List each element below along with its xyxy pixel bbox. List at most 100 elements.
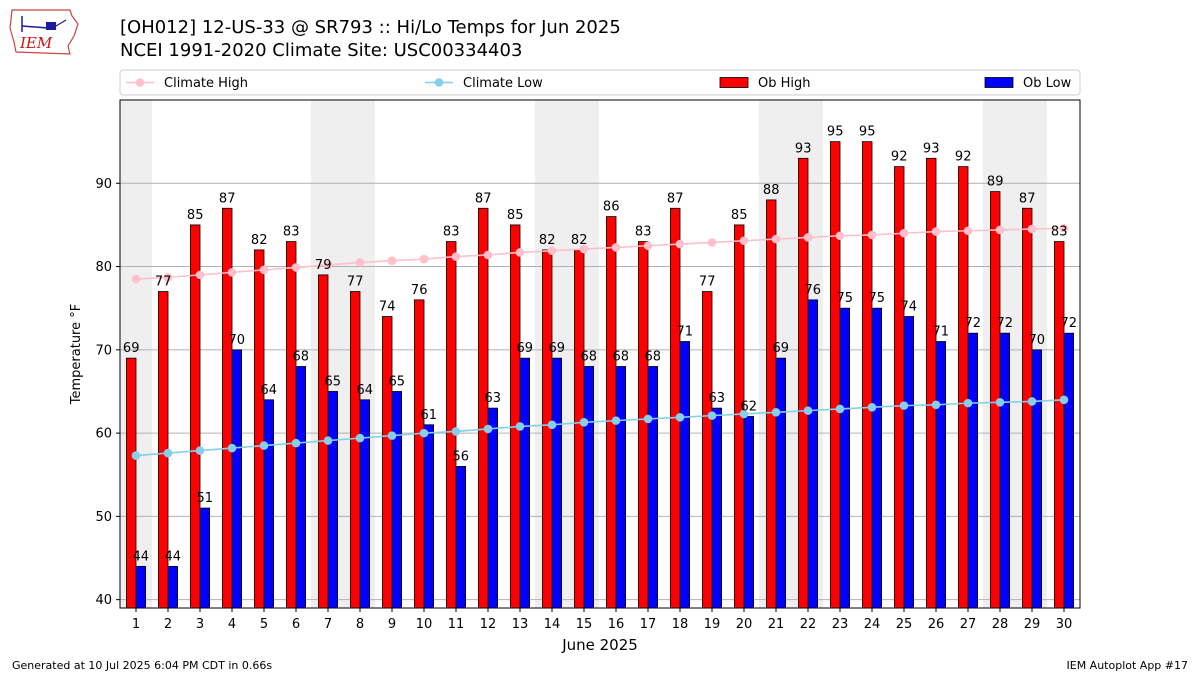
ob-low-label-23: 75 (837, 291, 854, 306)
ob-low-label-18: 71 (677, 325, 694, 340)
x-tick-label-13: 13 (512, 617, 529, 632)
ob-high-label-3: 85 (187, 208, 204, 223)
x-tick-label-6: 6 (292, 617, 300, 632)
climate-high-point-1 (131, 274, 141, 284)
ob-low-label-9: 65 (389, 374, 406, 389)
climate-high-line (135, 227, 1065, 280)
legend-swatch-ob-high (719, 77, 749, 88)
ob-low-bar-3 (199, 507, 211, 609)
climate-high-point-21 (771, 234, 781, 244)
climate-low-point-26 (931, 400, 941, 410)
ob-high-bar-18 (670, 207, 681, 609)
climate-high-point-25 (899, 228, 909, 238)
climate-low-point-27 (963, 398, 973, 408)
ob-high-bar-3 (189, 224, 201, 609)
ob-low-bar-22 (807, 299, 819, 609)
x-tick-label-30: 30 (1056, 617, 1073, 632)
legend-marker-climate-low (434, 78, 444, 87)
x-tick-label-22: 22 (800, 617, 817, 632)
x-tick-label-21: 21 (768, 617, 785, 632)
x-tick-label-12: 12 (480, 617, 497, 632)
climate-high-point-27 (963, 226, 973, 236)
ob-low-bar-20 (743, 416, 755, 609)
climate-high-point-11 (451, 252, 461, 261)
x-tick-label-19: 19 (704, 617, 721, 632)
ob-low-label-30: 72 (1061, 316, 1078, 331)
ob-low-bar-30 (1063, 332, 1075, 609)
ob-high-label-5: 82 (251, 233, 268, 248)
climate-high-point-9 (387, 256, 397, 266)
ob-low-label-19: 63 (709, 391, 726, 406)
ob-high-label-4: 87 (219, 191, 236, 206)
climate-low-point-14 (547, 420, 557, 430)
ob-high-bar-29 (1022, 207, 1033, 609)
ob-low-bar-8 (359, 399, 371, 609)
y-tick-label-80: 80 (95, 260, 112, 275)
ob-low-bar-2 (167, 565, 179, 609)
x-tick-label-7: 7 (324, 617, 332, 632)
climate-high-point-20 (739, 236, 749, 246)
climate-low-point-15 (579, 417, 589, 427)
ob-high-label-25: 92 (891, 150, 908, 165)
x-tick-label-23: 23 (832, 617, 849, 632)
ob-low-label-1: 44 (133, 549, 150, 564)
ob-low-label-6: 68 (293, 349, 310, 364)
climate-high-point-26 (931, 227, 941, 236)
ob-high-label-23: 95 (827, 125, 844, 140)
climate-high-point-16 (611, 243, 621, 252)
iem-logo: IEM (8, 6, 80, 58)
ob-high-bar-17 (638, 241, 649, 609)
climate-low-point-7 (323, 436, 333, 445)
climate-low-point-29 (1027, 397, 1037, 406)
ob-high-bar-16 (606, 216, 617, 609)
ob-high-bar-11 (445, 241, 457, 609)
ob-high-label-7: 79 (315, 258, 332, 273)
ob-low-bar-7 (327, 391, 339, 609)
x-tick-label-24: 24 (864, 617, 881, 632)
ob-high-bar-4 (221, 207, 233, 609)
ob-low-bar-17 (647, 366, 659, 609)
ob-high-label-15: 82 (571, 233, 588, 248)
x-tick-label-9: 9 (388, 617, 396, 632)
climate-low-line (135, 399, 1065, 457)
ob-low-bar-1 (135, 565, 147, 609)
ob-low-label-26: 71 (933, 325, 950, 340)
climate-low-point-5 (259, 441, 269, 450)
climate-low-point-28 (995, 398, 1005, 407)
ob-high-label-20: 85 (731, 208, 748, 223)
climate-high-point-15 (579, 244, 589, 254)
ob-low-label-29: 70 (1029, 333, 1046, 348)
ob-high-bar-10 (413, 299, 425, 609)
ob-low-label-27: 72 (965, 316, 982, 331)
y-tick-label-60: 60 (95, 427, 112, 442)
ob-low-label-4: 70 (229, 333, 246, 348)
ob-low-bar-13 (519, 357, 531, 609)
ob-high-label-22: 93 (795, 141, 812, 156)
ob-low-label-17: 68 (645, 349, 662, 364)
ob-high-bar-22 (798, 157, 809, 609)
ob-low-label-3: 51 (197, 491, 214, 506)
ob-low-label-25: 74 (901, 300, 918, 315)
x-tick-label-11: 11 (448, 617, 465, 632)
ob-low-bar-23 (839, 307, 851, 609)
ob-high-label-13: 85 (507, 208, 524, 223)
climate-low-point-2 (163, 448, 173, 458)
x-tick-label-16: 16 (608, 617, 625, 632)
climate-high-point-29 (1027, 224, 1037, 234)
climate-low-point-23 (835, 404, 845, 414)
ob-high-bar-1 (126, 357, 137, 609)
climate-low-point-11 (451, 427, 461, 436)
ob-low-label-14: 69 (549, 341, 566, 356)
ob-low-label-2: 44 (165, 549, 182, 564)
ob-high-label-26: 93 (923, 141, 940, 156)
ob-high-label-30: 83 (1051, 225, 1068, 240)
climate-low-point-4 (227, 443, 237, 453)
x-tick-label-8: 8 (356, 617, 364, 632)
climate-high-point-8 (355, 258, 365, 267)
climate-low-point-10 (419, 428, 429, 438)
x-tick-label-18: 18 (672, 617, 689, 632)
climate-low-point-16 (611, 416, 621, 425)
ob-high-bar-14 (542, 249, 553, 609)
x-tick-label-27: 27 (960, 617, 977, 632)
ob-low-label-22: 76 (805, 283, 822, 298)
